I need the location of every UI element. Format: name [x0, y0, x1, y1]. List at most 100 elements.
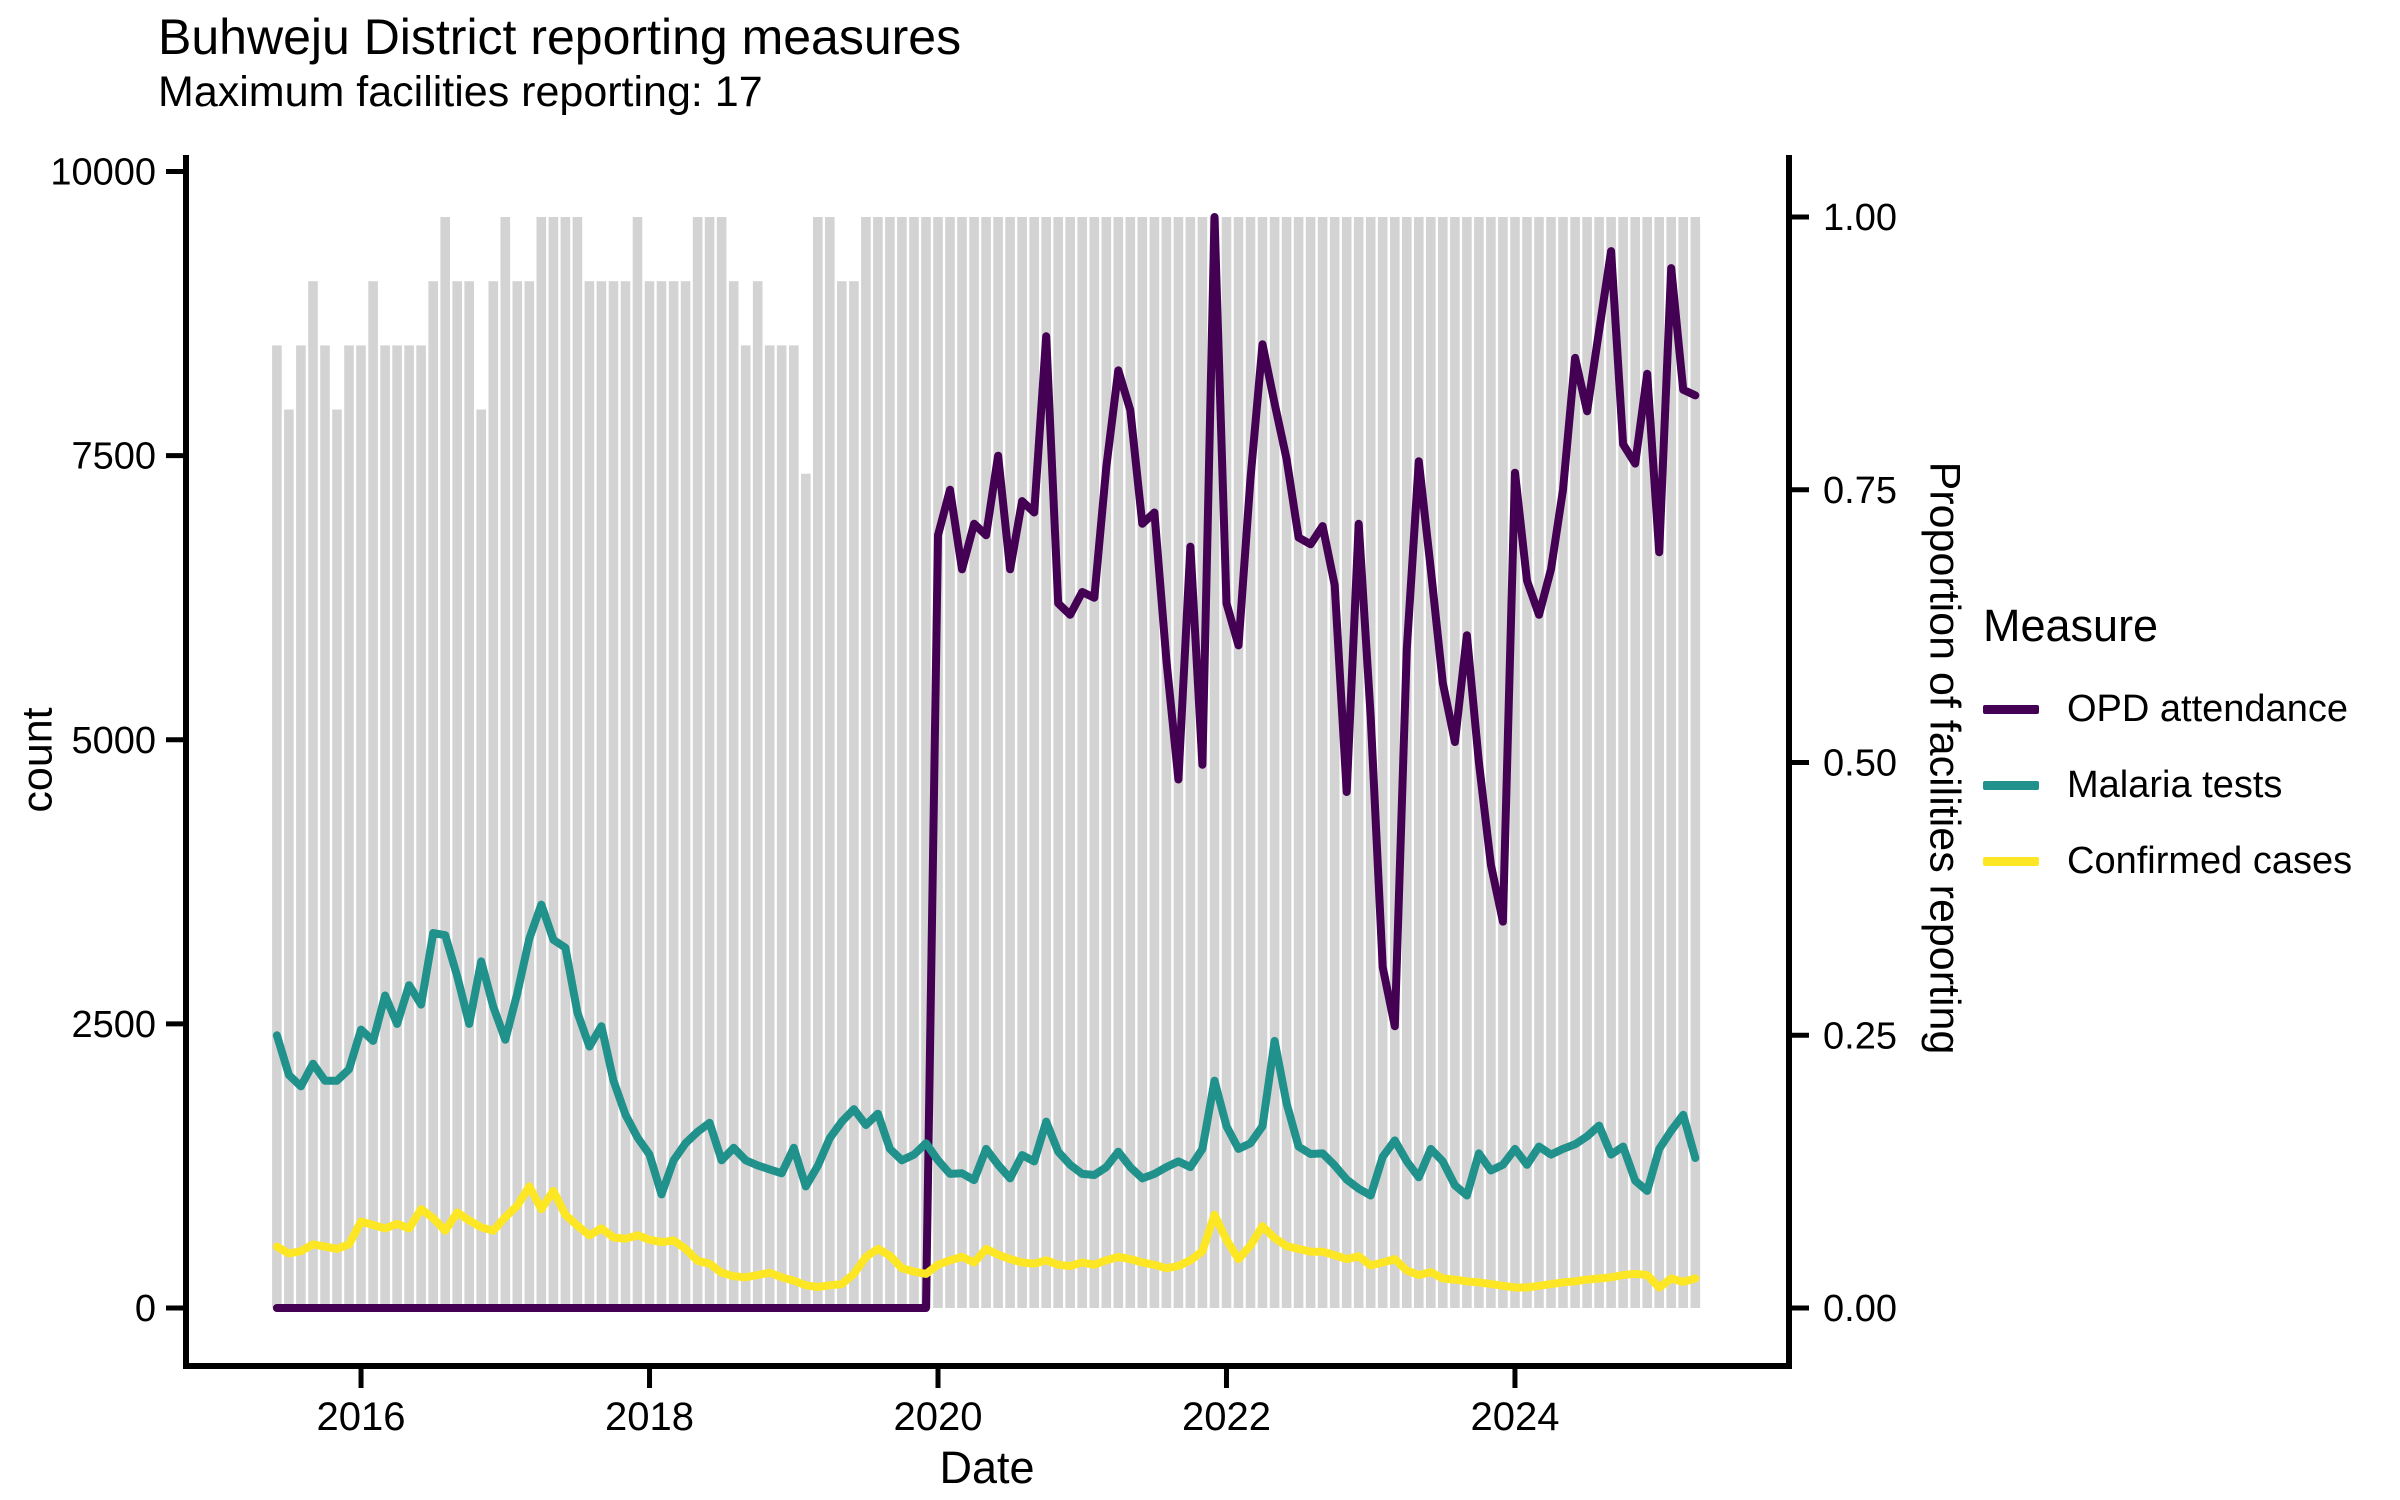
- bar: [716, 217, 727, 1308]
- bar: [1149, 217, 1160, 1308]
- chart-title: Buhweju District reporting measures: [158, 9, 962, 65]
- bar: [1017, 217, 1027, 1308]
- legend-item-label: Confirmed cases: [2067, 840, 2353, 882]
- bar: [1257, 217, 1268, 1308]
- bar: [1137, 217, 1148, 1308]
- bar: [668, 281, 679, 1309]
- bar: [813, 217, 823, 1308]
- bar: [873, 217, 883, 1308]
- y2-tick-label: 0.25: [1823, 1015, 1897, 1057]
- bar: [464, 281, 474, 1309]
- bar: [344, 345, 354, 1308]
- bar: [488, 281, 499, 1309]
- bar: [897, 217, 907, 1308]
- bar: [680, 281, 691, 1309]
- opd-line: [272, 213, 1700, 1312]
- y2-tick-label: 0.75: [1823, 470, 1897, 512]
- bar: [440, 217, 450, 1308]
- bar: [608, 281, 619, 1309]
- bar: [1125, 217, 1136, 1308]
- y2-axis-title: Proportion of facilities reporting: [1920, 461, 1969, 1055]
- bar: [957, 217, 967, 1308]
- y2-tick-label: 0.50: [1823, 743, 1897, 785]
- bar: [1353, 217, 1364, 1308]
- bar: [1233, 217, 1244, 1308]
- legend-item-label: OPD attendance: [2067, 688, 2348, 730]
- bar: [1450, 217, 1460, 1308]
- y-tick-label: 7500: [71, 436, 156, 478]
- bar: [1113, 217, 1124, 1308]
- bar: [416, 345, 426, 1308]
- bar: [1209, 217, 1220, 1308]
- bar: [909, 217, 919, 1308]
- bar: [1486, 217, 1496, 1308]
- bar: [1293, 217, 1304, 1308]
- legend-item-malaria: Malaria tests: [1983, 764, 2383, 807]
- bar: [1161, 217, 1172, 1308]
- bar: [1329, 217, 1340, 1308]
- bar: [644, 281, 655, 1309]
- bar: [1618, 217, 1628, 1308]
- bar: [1077, 217, 1087, 1308]
- legend: Measure OPD attendance Malaria tests Con…: [1983, 600, 2383, 916]
- bar: [1245, 217, 1256, 1308]
- bar: [764, 345, 775, 1308]
- legend-item-opd: OPD attendance: [1983, 688, 2383, 731]
- bar: [1426, 217, 1436, 1308]
- bar: [1510, 217, 1520, 1308]
- x-tick-label: 2018: [605, 1395, 694, 1439]
- bar: [1005, 217, 1015, 1308]
- malaria-line: [272, 900, 1700, 1200]
- bar: [1041, 217, 1051, 1308]
- bar: [1065, 217, 1075, 1308]
- malaria-line-swatch: [1983, 781, 2039, 790]
- bar: [740, 345, 751, 1308]
- bar: [1089, 217, 1100, 1308]
- x-tick-label: 2024: [1470, 1395, 1559, 1439]
- bar: [776, 345, 787, 1308]
- bar: [1594, 217, 1604, 1308]
- bar: [392, 345, 402, 1308]
- opd-line-swatch: [1983, 705, 2039, 714]
- bar: [752, 281, 763, 1309]
- y-tick-label: 5000: [71, 720, 156, 762]
- bar: [284, 409, 294, 1308]
- bar: [692, 217, 703, 1308]
- bar: [885, 217, 895, 1308]
- bar: [1534, 217, 1544, 1308]
- bar: [1498, 217, 1508, 1308]
- bar: [1582, 217, 1592, 1308]
- bar: [1642, 217, 1652, 1308]
- bar: [308, 281, 318, 1309]
- x-tick-label: 2022: [1182, 1395, 1271, 1439]
- bar: [1666, 217, 1676, 1308]
- bar: [560, 217, 571, 1308]
- x-axis-title: Date: [939, 1442, 1035, 1493]
- confirmed-line: [272, 1182, 1700, 1292]
- y-tick-label: 0: [135, 1288, 156, 1330]
- bar: [849, 281, 859, 1309]
- bar: [296, 345, 306, 1308]
- chart-subtitle: Maximum facilities reporting: 17: [158, 68, 763, 116]
- bar: [272, 345, 282, 1308]
- bar: [1305, 217, 1316, 1308]
- bar: [1630, 217, 1640, 1308]
- y2-tick-label: 1.00: [1823, 197, 1897, 239]
- bar: [572, 217, 583, 1308]
- x-tick-label: 2016: [317, 1395, 406, 1439]
- bar: [1654, 217, 1664, 1308]
- bar: [1414, 217, 1424, 1308]
- bar: [656, 281, 667, 1309]
- bar: [380, 345, 390, 1308]
- bar: [1522, 217, 1532, 1308]
- bar: [1462, 217, 1472, 1308]
- bar: [332, 409, 342, 1308]
- bar: [500, 217, 511, 1308]
- x-tick-label: 2020: [894, 1395, 983, 1439]
- bar: [969, 217, 979, 1308]
- bar: [1438, 217, 1448, 1308]
- bar: [1029, 217, 1039, 1308]
- bar: [993, 217, 1003, 1308]
- legend-item-label: Malaria tests: [2067, 764, 2283, 806]
